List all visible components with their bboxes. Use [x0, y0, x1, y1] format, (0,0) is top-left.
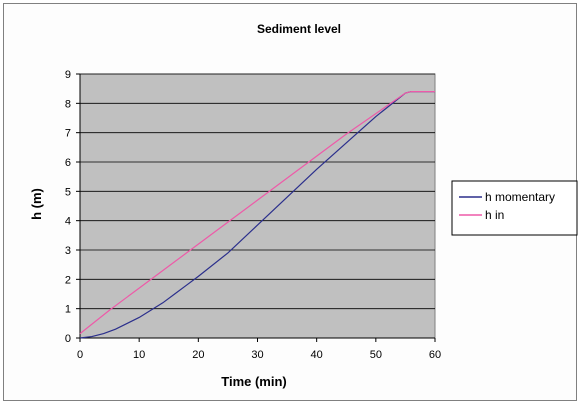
legend-label-0: h momentary	[485, 190, 555, 204]
chart-frame: Sediment level 0 1 2 3 4 5 6 7 8 9 0 10 20 30 40 50 60 T…	[3, 3, 578, 401]
series-line-1	[79, 90, 435, 335]
chart-svg: Sediment level 0 1 2 3 4 5 6 7 8 9 0 10 20 30 40 50 60 T…	[29, 22, 578, 389]
y-tick-label-8: 8	[65, 98, 71, 110]
legend-label-1: h in	[485, 208, 504, 222]
legend: h momentary h in	[451, 180, 578, 236]
x-tick-label-40: 40	[311, 349, 323, 361]
chart-title: Sediment level	[257, 22, 341, 36]
plot-background	[79, 73, 436, 339]
y-tick-label-2: 2	[65, 274, 71, 286]
series-line-0	[79, 90, 435, 339]
x-tick-label-20: 20	[192, 349, 204, 361]
plot-area	[79, 73, 436, 339]
y-tick-label-4: 4	[65, 216, 71, 228]
y-tick-label-6: 6	[65, 157, 71, 169]
tick-labels: 0 1 2 3 4 5 6 7 8 9 0 10 20 30 40 50 60	[65, 69, 441, 361]
x-tick-label-0: 0	[77, 349, 83, 361]
legend-box	[451, 180, 578, 236]
y-tick-label-3: 3	[65, 245, 71, 257]
series-group	[79, 90, 435, 339]
x-tick-label-10: 10	[133, 349, 145, 361]
y-axis-label: h (m)	[29, 188, 44, 220]
y-tick-label-5: 5	[65, 186, 71, 198]
y-tick-label-7: 7	[65, 128, 71, 140]
y-tick-label-1: 1	[65, 304, 71, 316]
x-tick-label-30: 30	[251, 349, 263, 361]
y-tick-label-0: 0	[65, 333, 71, 345]
x-axis-label: Time (min)	[221, 374, 287, 389]
y-tick-label-9: 9	[65, 69, 71, 81]
gridlines	[80, 73, 435, 310]
x-tick-label-50: 50	[370, 349, 382, 361]
x-tick-label-60: 60	[429, 349, 441, 361]
